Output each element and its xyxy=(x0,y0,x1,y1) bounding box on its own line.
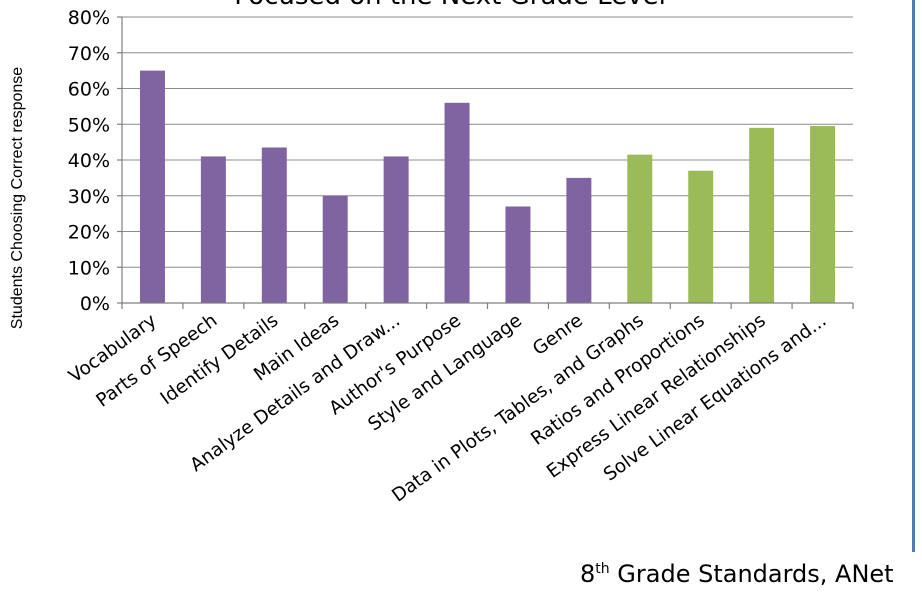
slide-side-border xyxy=(912,0,915,552)
footer-grade-superscript: th xyxy=(595,561,610,577)
y-axis-label: Students Choosing Correct response xyxy=(9,67,26,329)
y-tick-label: 60% xyxy=(68,79,110,101)
y-axis-ticks: 0% 10% 20% 30% 40% 50% 60% 70% 80% xyxy=(68,7,110,315)
bar xyxy=(322,195,348,303)
bar xyxy=(566,177,592,303)
bars xyxy=(139,70,836,303)
slide-side-panel xyxy=(908,0,922,552)
footer-grade-number: 8 xyxy=(580,560,596,588)
bar xyxy=(261,147,287,303)
y-tick-label: 50% xyxy=(68,114,110,136)
gridlines xyxy=(122,16,853,304)
y-tick-label: 10% xyxy=(68,257,110,279)
bar xyxy=(139,70,165,303)
bar xyxy=(627,154,653,303)
bar xyxy=(810,126,836,303)
bar xyxy=(749,127,775,303)
y-tick-label: 80% xyxy=(68,7,110,29)
y-tick-label: 0% xyxy=(80,293,110,315)
y-tick-label: 70% xyxy=(68,43,110,65)
bar xyxy=(200,156,226,303)
bar xyxy=(688,170,714,303)
footer-text: Grade Standards, ANet xyxy=(609,560,894,588)
y-tick-label: 40% xyxy=(68,150,110,172)
y-tick-label: 30% xyxy=(68,186,110,208)
bar xyxy=(505,206,531,303)
axes xyxy=(117,16,854,309)
bar xyxy=(444,102,470,303)
y-tick-label: 20% xyxy=(68,222,110,244)
chart-title: Focused on the Next Grade Level xyxy=(234,0,666,11)
footer-caption: 8th Grade Standards, ANet xyxy=(580,560,894,588)
bar xyxy=(383,156,409,303)
